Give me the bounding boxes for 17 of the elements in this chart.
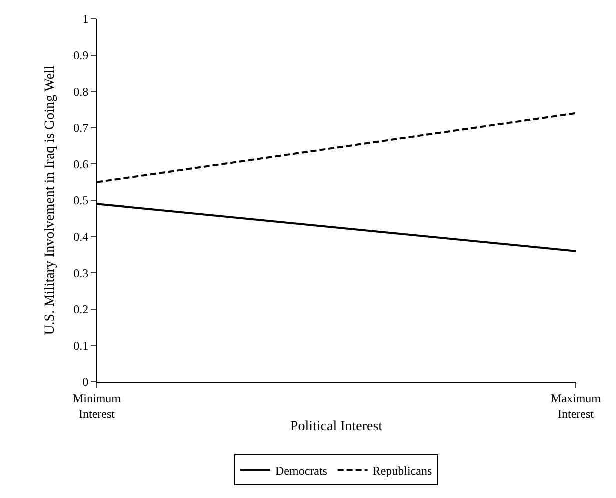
y-tick-label: 0.7 (74, 121, 89, 136)
y-tick-label: 0.4 (74, 230, 89, 244)
y-tick-label: 0.5 (74, 194, 89, 208)
y-tick-label: 0.3 (74, 266, 89, 280)
x-tick-label: Minimum Interest (72, 391, 122, 421)
y-tick-label: 0.9 (74, 48, 89, 62)
y-tick-label: 0.8 (74, 84, 89, 99)
y-tick-label: 0 (82, 375, 89, 390)
y-tick-label: 0.2 (74, 302, 89, 317)
legend-label: Republicans (372, 464, 432, 478)
y-axis-title: U.S. Military Involvement in Iraq is Going Well (43, 66, 58, 336)
x-tick-label: Maximum Interest (551, 391, 602, 421)
y-tick-label: 0.6 (74, 157, 89, 172)
legend-label: Democrats (276, 464, 328, 478)
y-tick-label: 0.1 (74, 338, 89, 353)
x-axis-title: Political Interest (290, 419, 383, 434)
y-tick-label: 1 (82, 12, 89, 26)
